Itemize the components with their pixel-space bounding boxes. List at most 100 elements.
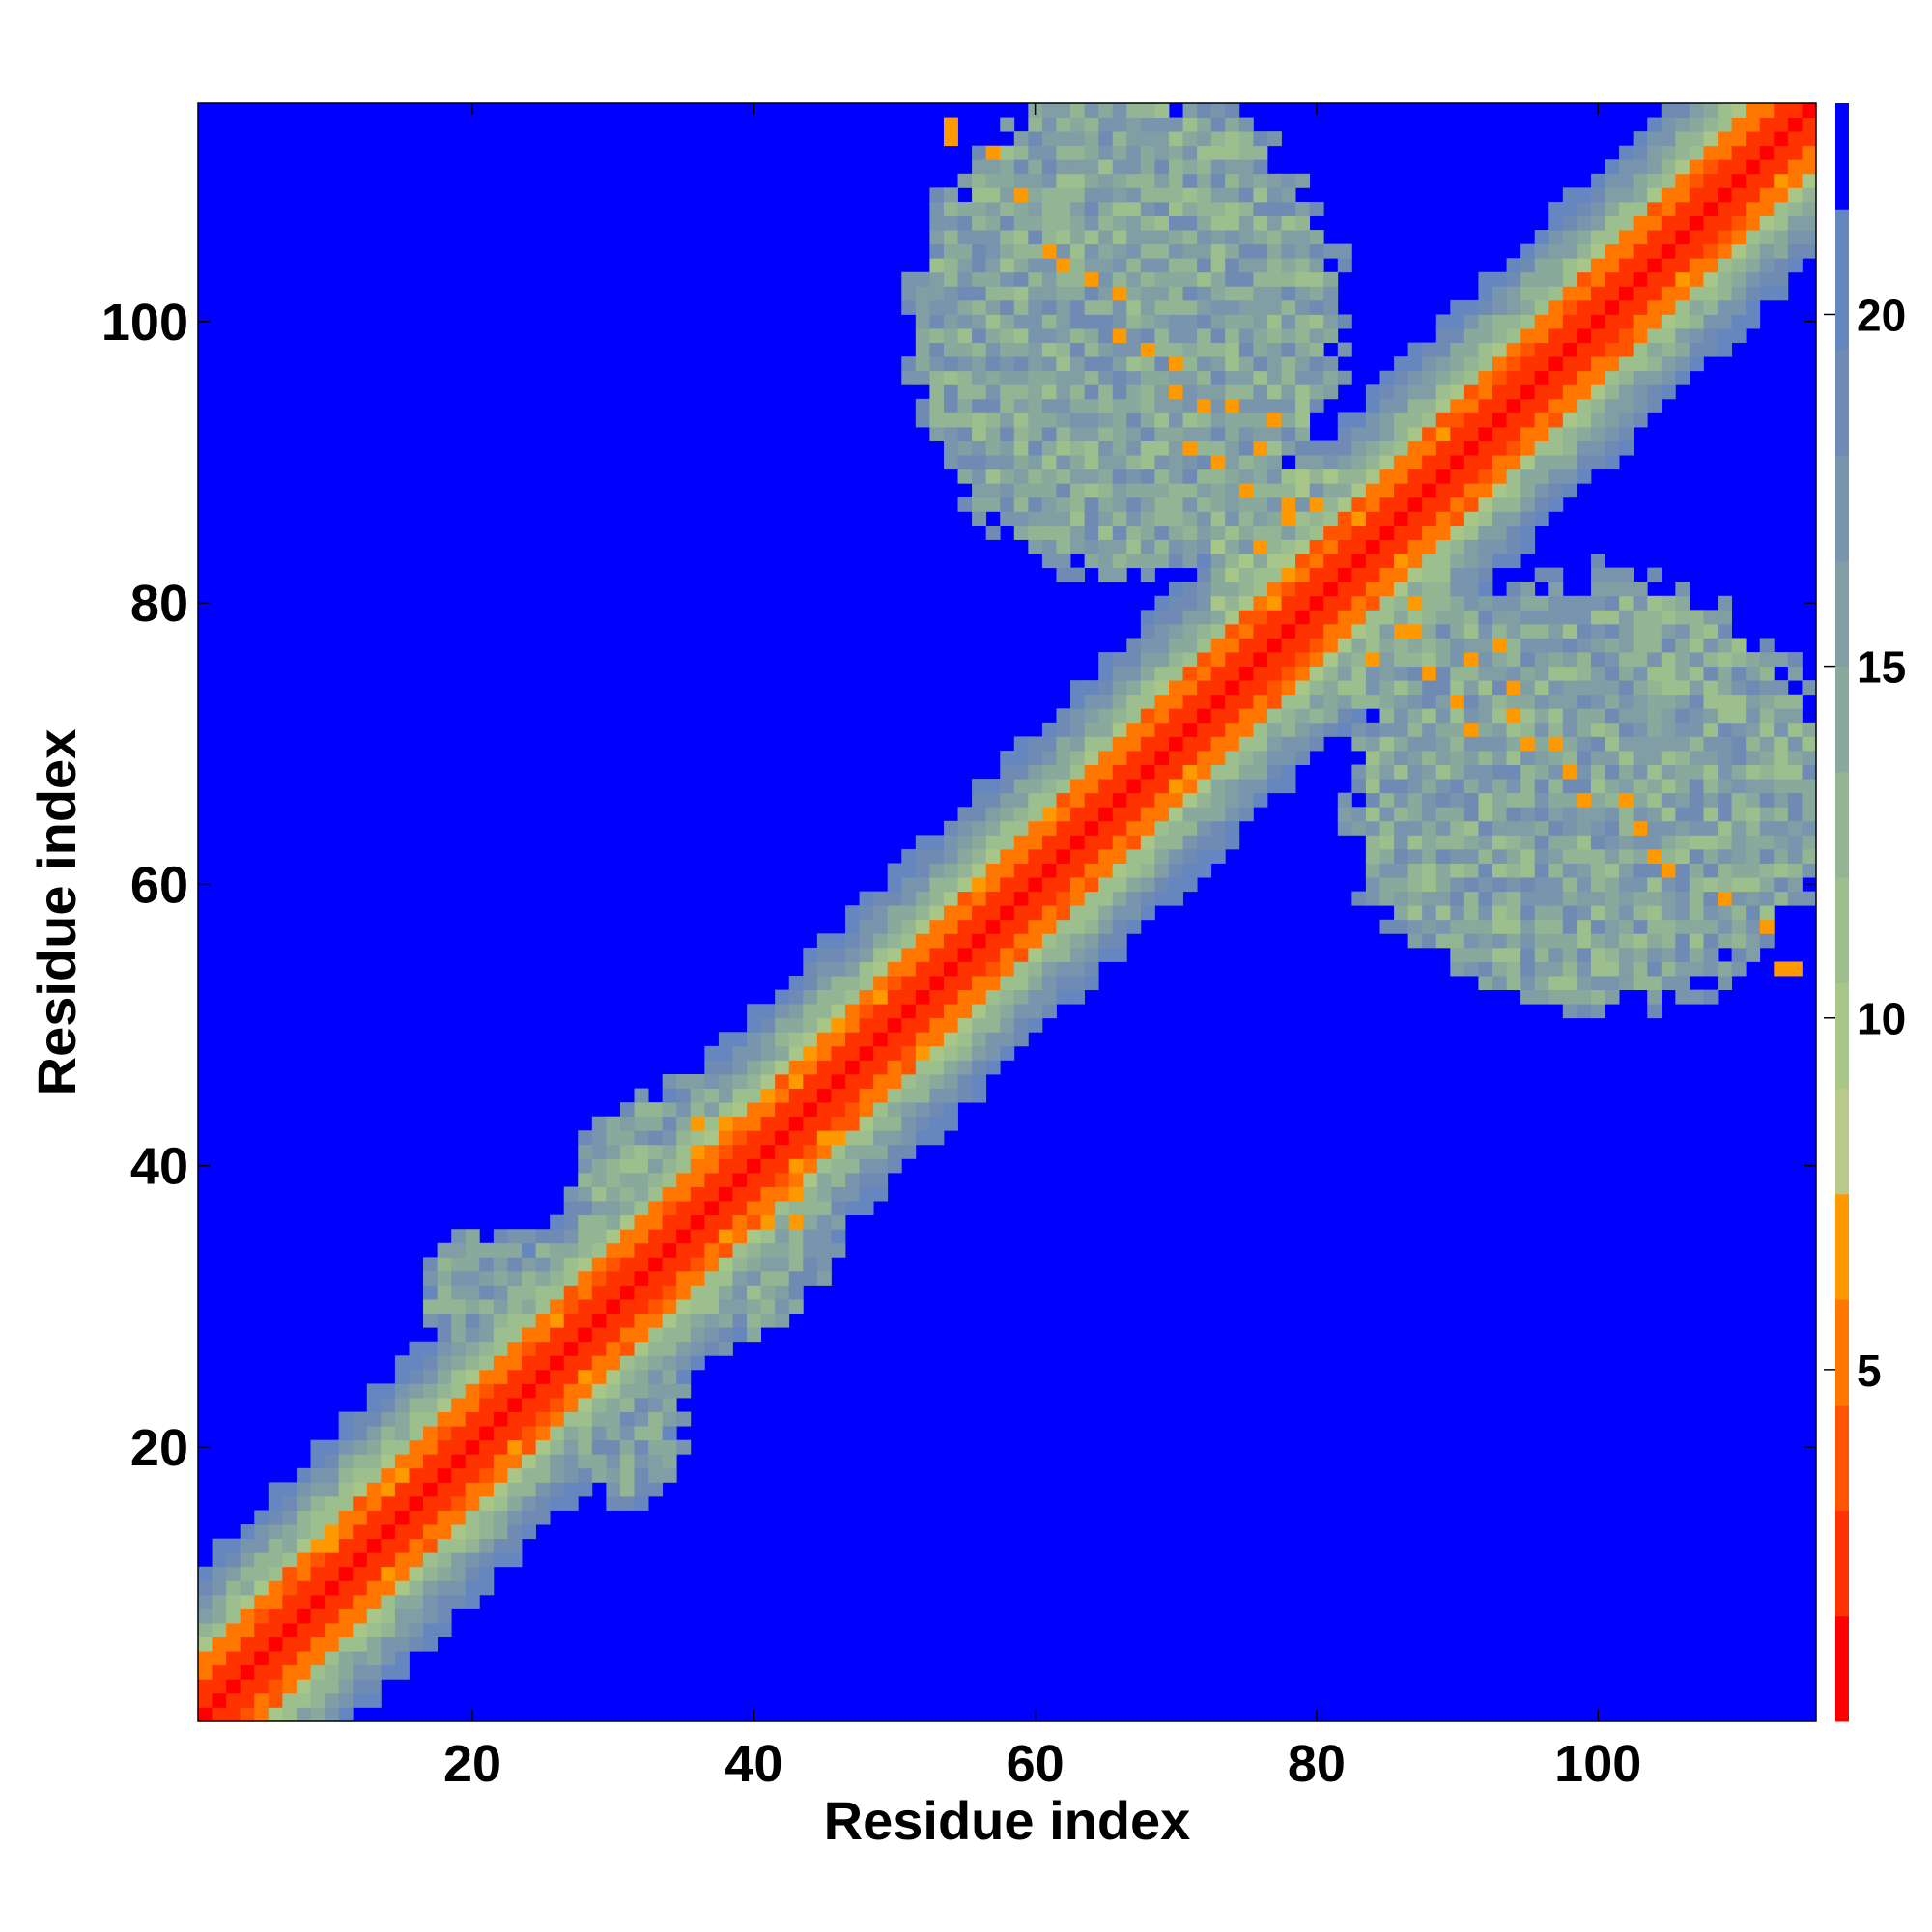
heatmap-cell <box>1675 779 1690 794</box>
heatmap-cell <box>1506 623 1521 639</box>
heatmap-cell <box>296 1538 311 1553</box>
heatmap-cell <box>1253 412 1268 428</box>
heatmap-cell <box>338 1594 354 1609</box>
heatmap-cell <box>1000 891 1015 906</box>
heatmap-cell <box>1435 666 1451 681</box>
heatmap-cell <box>1802 764 1817 780</box>
heatmap-cell <box>1689 145 1704 160</box>
heatmap-cell <box>1506 299 1521 315</box>
heatmap-cell <box>1238 187 1254 203</box>
heatmap-cell <box>887 1074 902 1089</box>
heatmap-cell <box>943 905 958 921</box>
heatmap-cell <box>1225 427 1240 441</box>
heatmap-cell <box>409 1369 424 1384</box>
heatmap-cell <box>1084 131 1099 147</box>
heatmap-cell <box>831 1116 846 1131</box>
heatmap-cell <box>1309 610 1324 625</box>
heatmap-cell <box>676 1369 692 1384</box>
heatmap-cell <box>1802 103 1817 118</box>
heatmap-cell <box>1098 483 1114 498</box>
heatmap-cell <box>690 1355 705 1371</box>
heatmap-cell <box>1295 736 1311 752</box>
heatmap-cell <box>1365 666 1380 681</box>
heatmap-cell <box>1238 652 1254 668</box>
heatmap-cell <box>1619 356 1634 372</box>
heatmap-cell <box>1506 976 1521 991</box>
heatmap-cell <box>437 1623 452 1638</box>
heatmap-cell <box>887 919 902 934</box>
heatmap-cell <box>816 1102 832 1118</box>
heatmap-cell <box>1238 117 1254 132</box>
heatmap-cell <box>747 1144 762 1159</box>
heatmap-cell <box>1605 356 1620 372</box>
heatmap-cell <box>634 1495 649 1511</box>
heatmap-cell <box>1731 286 1747 301</box>
heatmap-cell <box>1253 539 1268 554</box>
heatmap-cell <box>1633 286 1648 301</box>
heatmap-cell <box>1689 722 1704 737</box>
heatmap-cell <box>1774 708 1789 724</box>
heatmap-cell <box>1013 427 1029 441</box>
heatmap-cell <box>1337 623 1352 639</box>
heatmap-cell <box>1379 792 1395 808</box>
heatmap-cell <box>1633 299 1648 315</box>
heatmap-cell <box>1365 554 1380 569</box>
heatmap-cell <box>606 1116 621 1131</box>
heatmap-cell <box>1084 173 1099 188</box>
heatmap-cell <box>1450 623 1465 639</box>
heatmap-cell <box>1266 497 1282 512</box>
heatmap-cell <box>1337 370 1352 385</box>
heatmap-cell <box>619 1398 635 1412</box>
heatmap-cell <box>1210 483 1226 498</box>
heatmap-cell <box>1112 271 1127 287</box>
heatmap-cell <box>1098 286 1114 301</box>
heatmap-cell <box>1394 539 1409 554</box>
heatmap-cell <box>831 947 846 962</box>
heatmap-cell <box>325 1608 340 1624</box>
heatmap-cell <box>1577 764 1592 780</box>
heatmap-cell <box>1197 258 1212 273</box>
heatmap-cell <box>1577 666 1592 681</box>
heatmap-cell <box>957 440 973 456</box>
heatmap-cell <box>1718 258 1733 273</box>
heatmap-cell <box>1041 271 1057 287</box>
heatmap-cell <box>1577 286 1592 301</box>
heatmap-cell <box>1197 427 1212 441</box>
heatmap-cell <box>240 1651 255 1666</box>
heatmap-cell <box>1577 961 1592 977</box>
heatmap-cell <box>1112 131 1127 147</box>
heatmap-cell <box>1351 412 1367 428</box>
heatmap-cell <box>957 1060 973 1075</box>
heatmap-cell <box>1379 398 1395 413</box>
heatmap-cell <box>1534 989 1549 1005</box>
heatmap-cell <box>1112 539 1127 554</box>
heatmap-cell <box>1323 638 1339 653</box>
heatmap-cell <box>1548 342 1564 357</box>
heatmap-cell <box>1056 398 1071 413</box>
heatmap-cell <box>1520 384 1536 400</box>
heatmap-cell <box>1774 230 1789 245</box>
heatmap-cell <box>1731 271 1747 287</box>
heatmap-cell <box>1689 792 1704 808</box>
heatmap-cell <box>1210 243 1226 259</box>
heatmap-cell <box>1731 215 1747 231</box>
heatmap-cell <box>1534 483 1549 498</box>
heatmap-cell <box>1070 384 1086 400</box>
heatmap-cell <box>957 961 973 977</box>
heatmap-cell <box>1182 230 1198 245</box>
heatmap-cell <box>1000 286 1015 301</box>
heatmap-cell <box>1577 299 1592 315</box>
heatmap-cell <box>887 1088 902 1103</box>
heatmap-cell <box>1435 595 1451 611</box>
heatmap-cell <box>1112 751 1127 765</box>
heatmap-cell <box>394 1651 410 1666</box>
heatmap-cell <box>1450 554 1465 569</box>
heatmap-cell <box>353 1636 368 1652</box>
heatmap-cell <box>437 1398 452 1412</box>
heatmap-cell <box>957 497 973 512</box>
heatmap-cell <box>704 1257 720 1272</box>
heatmap-cell <box>1140 328 1155 344</box>
heatmap-cell <box>1577 201 1592 216</box>
heatmap-cell <box>1309 595 1324 611</box>
heatmap-cell <box>1605 455 1620 470</box>
